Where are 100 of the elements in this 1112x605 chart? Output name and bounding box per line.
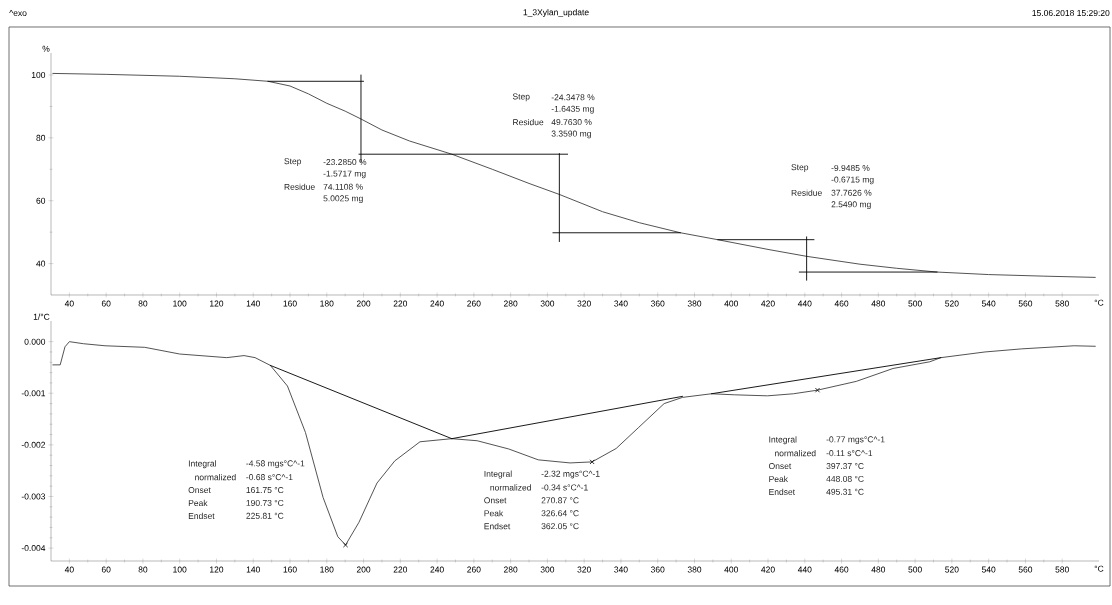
x-tick-label: 380 — [687, 300, 702, 307]
x-tick-label: 240 — [430, 566, 444, 573]
x-tick-label: 540 — [981, 300, 996, 307]
annotation: Step — [512, 93, 530, 102]
annotation: 362.05 °C — [541, 523, 579, 530]
x-tick-label: 320 — [577, 300, 591, 307]
annotation: Residue — [791, 189, 822, 196]
annotation: Onset — [769, 463, 792, 470]
annotation: Endset — [769, 488, 795, 495]
x-tick-label: 40 — [64, 300, 74, 307]
annotation: Peak — [484, 510, 504, 517]
x-tick-label: 340 — [614, 300, 628, 307]
annotation: 37.7626 % — [831, 189, 872, 196]
annotation: Step — [791, 164, 809, 172]
annotation: 397.37 °C — [826, 463, 864, 470]
annotation: -0.11 s°C^-1 — [826, 450, 873, 457]
x-tick-label: 420 — [761, 566, 775, 573]
annotation: 225.81 °C — [246, 512, 284, 519]
x-tick-label: 220 — [393, 566, 408, 573]
x-tick-label: 80 — [138, 566, 148, 573]
y-tick-label: 60 — [36, 197, 46, 204]
y-tick-label: 40 — [36, 260, 46, 267]
x-tick-label: 400 — [724, 300, 739, 307]
x-tick-label: 360 — [650, 300, 665, 307]
annotation: -9.9485 % — [831, 165, 870, 172]
y-tick-label: -0.001 — [21, 390, 46, 397]
x-tick-label: 200 — [356, 300, 371, 307]
annotation: Integral — [188, 460, 216, 469]
x-tick-label: 480 — [871, 566, 886, 573]
y-axis-title: 1/°C — [33, 313, 50, 320]
chart-title: 1_3Xylan_update — [523, 9, 589, 17]
x-tick-label: 560 — [1018, 300, 1033, 307]
x-tick-label: 500 — [908, 300, 922, 307]
x-tick-label: 100 — [173, 566, 187, 573]
x-axis-title: °C — [1094, 299, 1104, 306]
x-tick-label: 420 — [761, 300, 775, 307]
annotation: Peak — [188, 499, 208, 507]
x-tick-label: 280 — [503, 300, 518, 307]
annotation: -2.32 mgs°C^-1 — [541, 470, 600, 479]
annotation: -0.68 s°C^-1 — [246, 474, 293, 481]
annotation: normalized — [775, 450, 816, 457]
x-tick-label: 260 — [467, 566, 481, 573]
x-tick-label: 160 — [283, 566, 297, 573]
x-tick-label: 400 — [724, 566, 739, 573]
x-tick-label: 500 — [908, 566, 922, 573]
annotation: Endset — [484, 523, 511, 530]
annotation: 326.64 °C — [541, 510, 579, 517]
annotation: Peak — [769, 475, 788, 483]
annotation: Integral — [769, 436, 797, 445]
annotation: 5.0025 mg — [323, 195, 363, 204]
x-tick-label: 560 — [1018, 566, 1033, 573]
x-tick-label: 180 — [320, 300, 334, 307]
y-tick-label: -0.002 — [21, 441, 46, 448]
x-tick-label: 280 — [503, 566, 518, 573]
y-tick-label: 0.000 — [24, 338, 46, 345]
x-tick-label: 240 — [430, 300, 444, 307]
annotation: -0.34 s°C^-1 — [541, 484, 588, 491]
annotation: -1.6435 mg — [551, 105, 594, 114]
annotation: 161.75 °C — [246, 487, 284, 494]
x-tick-label: 320 — [577, 566, 591, 573]
x-tick-label: 480 — [871, 300, 886, 307]
annotation: 49.7630 % — [551, 119, 592, 126]
annotation: Residue — [284, 183, 315, 190]
annotation: 448.08 °C — [826, 475, 864, 482]
x-tick-label: 200 — [356, 566, 371, 573]
annotation: Residue — [513, 118, 544, 126]
y-axis-title: % — [42, 45, 50, 52]
annotation: 190.73 °C — [246, 499, 284, 506]
x-tick-label: 100 — [173, 300, 187, 307]
annotation: normalized — [195, 474, 236, 481]
annotation: Onset — [188, 487, 211, 494]
x-tick-label: 380 — [687, 566, 702, 573]
x-tick-label: 160 — [283, 300, 297, 307]
y-tick-label: -0.004 — [21, 545, 46, 552]
x-tick-label: 60 — [101, 566, 111, 573]
annotation: -24.3478 % — [551, 94, 595, 101]
annotation: Endset — [188, 512, 215, 519]
x-tick-label: 340 — [614, 566, 628, 573]
annotation: 2.5490 mg — [831, 201, 871, 210]
annotation: -23.2850 % — [323, 159, 367, 166]
x-tick-label: 540 — [981, 566, 996, 573]
x-tick-label: 520 — [945, 566, 959, 573]
x-tick-label: 180 — [320, 566, 334, 573]
x-tick-label: 460 — [834, 566, 849, 573]
annotation: Onset — [484, 497, 507, 504]
x-tick-label: 440 — [797, 566, 812, 573]
text: ^exo — [9, 10, 27, 16]
annotation: 3.3590 mg — [551, 130, 591, 139]
x-tick-label: 440 — [797, 300, 812, 307]
x-tick-label: 520 — [945, 300, 959, 307]
annotation: Step — [284, 158, 302, 166]
x-tick-label: 300 — [540, 566, 555, 573]
x-tick-label: 300 — [540, 300, 555, 307]
x-tick-label: 120 — [210, 566, 224, 573]
y-tick-label: 80 — [36, 134, 46, 141]
annotation: 270.87 °C — [541, 497, 579, 504]
text: 15.06.2018 15:29:20 — [1032, 9, 1110, 16]
x-tick-label: 120 — [210, 300, 224, 307]
x-axis-title: °C — [1094, 565, 1104, 572]
x-tick-label: 580 — [1055, 300, 1069, 307]
